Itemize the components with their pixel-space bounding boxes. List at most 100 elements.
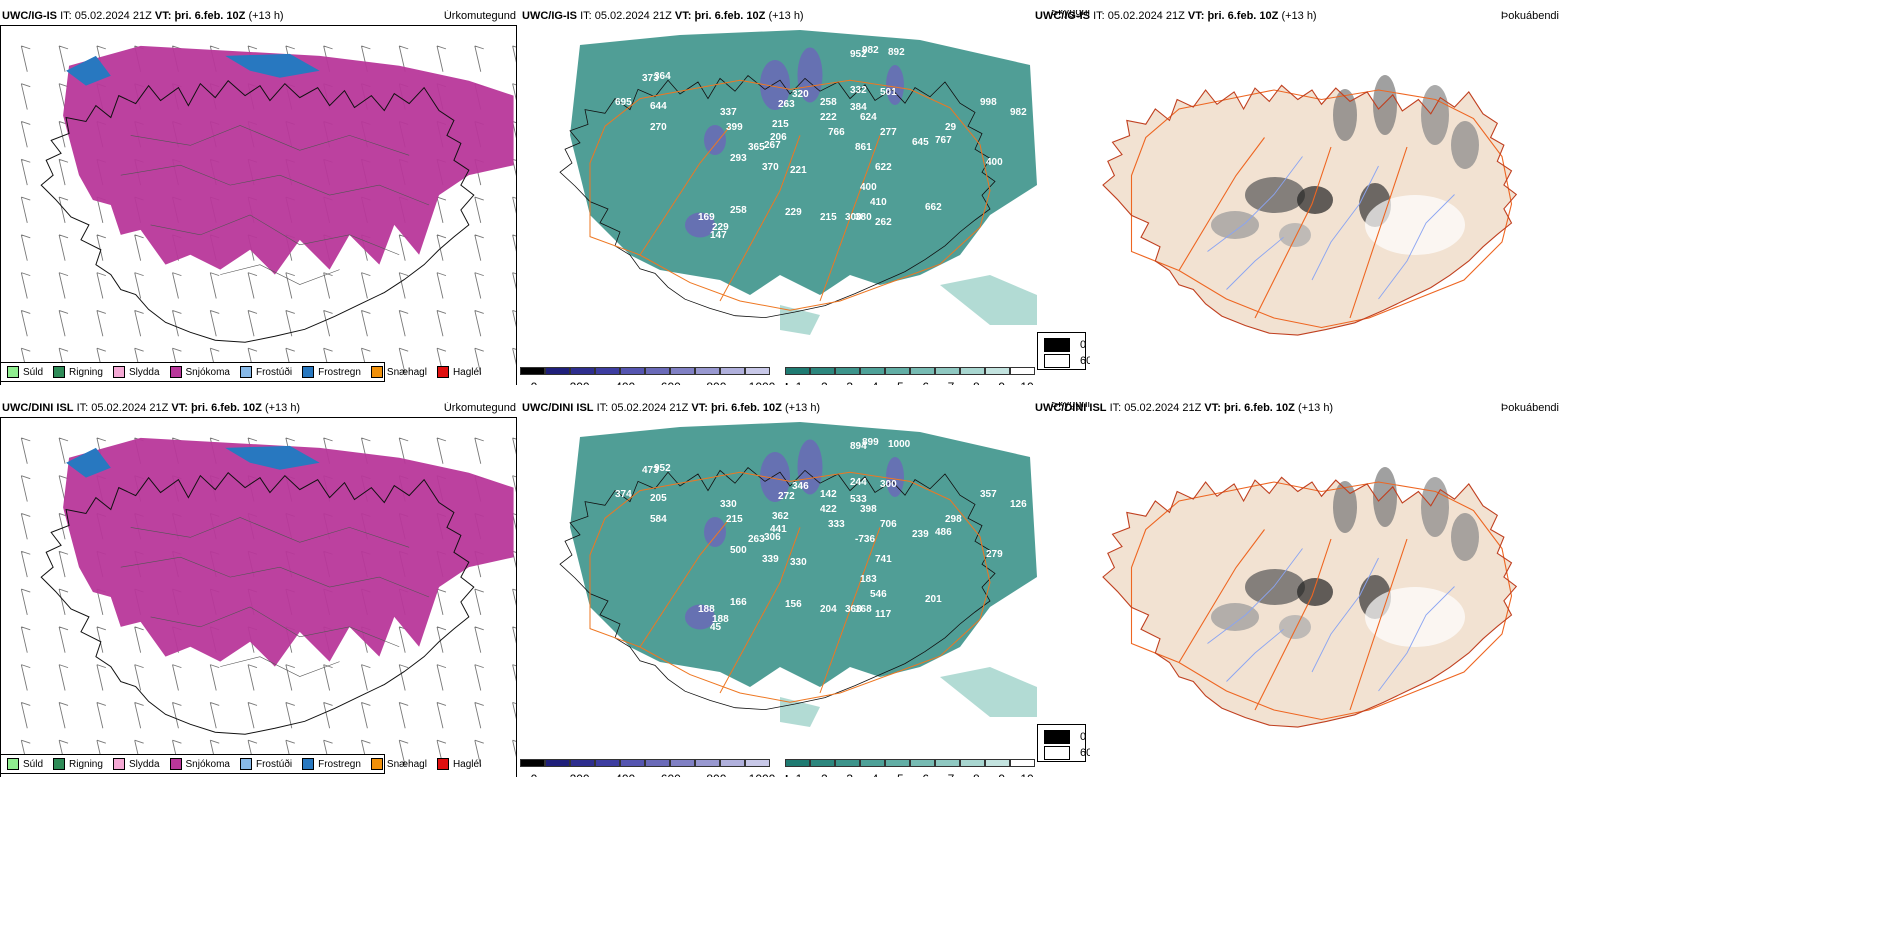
cloud-base-value: 169	[698, 212, 715, 223]
regional-borders	[120, 517, 430, 677]
coastline	[559, 75, 996, 319]
legend-item-súld: Súld	[7, 366, 43, 378]
colorbar-tick: 400	[615, 380, 635, 385]
legend-swatch	[53, 758, 66, 770]
colorbar-tick: 5	[897, 772, 904, 777]
vt-value: þri. 6.feb. 10Z	[174, 10, 246, 22]
panel-title: UWC/DINI ISL IT: 05.02.2024 21Z VT: þri.…	[1035, 402, 1333, 414]
vt-value: þri. 6.feb. 10Z	[710, 402, 782, 414]
cloud-base-value: 306	[764, 532, 781, 543]
legend-label: Rigning	[69, 366, 103, 378]
colorbar-tick: 0	[531, 380, 538, 385]
cloud-base-value: 982	[862, 45, 879, 56]
legend-label: Snjókoma	[185, 758, 230, 770]
cloud-base-value: 147	[710, 230, 727, 241]
legend-item-haglél: Haglél	[436, 366, 481, 378]
fog-indicator-legend: 0 60	[1037, 724, 1090, 762]
lead-time: (+13 h)	[768, 10, 804, 22]
legend-swatch	[7, 758, 19, 770]
cloud-base-value: 222	[820, 112, 837, 123]
fog-value-0: 0	[1080, 731, 1087, 743]
legend-swatch	[169, 758, 182, 770]
model-name: UWC/IG-IS	[1035, 10, 1090, 22]
colorbar-segment	[520, 367, 545, 375]
colorbar-segment	[645, 367, 670, 375]
fog-patch	[1333, 481, 1357, 533]
fog-areas	[1211, 467, 1479, 647]
fog-value-60: 60	[1080, 355, 1090, 367]
cloud-base-value: 270	[650, 122, 667, 133]
colorbar-tick: 200	[570, 380, 590, 385]
model-name: UWC/DINI ISL	[1035, 402, 1107, 414]
lead-time: (+13 h)	[1297, 402, 1334, 414]
cloud-base-patch	[685, 212, 715, 238]
cloud-base-value: 952	[654, 463, 671, 474]
it-label: IT:	[1109, 402, 1122, 414]
colorbar-segment	[620, 367, 645, 375]
road-network	[589, 79, 991, 311]
colorbar-segment	[985, 367, 1010, 375]
snowfall-area	[63, 45, 514, 275]
cloud-base-value: 168	[855, 604, 872, 615]
colorbar-tick: 10	[1020, 772, 1033, 777]
colorbar-segment	[835, 367, 860, 375]
cloud-base-patch	[704, 517, 726, 547]
cloud-base-value: 262	[875, 217, 892, 228]
cloud-base-value: 766	[828, 127, 845, 138]
cloud-base-value: 486	[935, 527, 952, 538]
colorbar-tick: 1000	[749, 772, 776, 777]
fog-indicator-map	[1102, 75, 1518, 336]
colorbar-segment	[745, 759, 770, 767]
vt-label: VT:	[1204, 402, 1221, 414]
colorbar-tick: 1	[796, 772, 803, 777]
freezing-rain-area	[66, 445, 320, 478]
colorbar-tick: 400	[615, 772, 635, 777]
cloud-base-value: 622	[875, 162, 892, 173]
colorbar-tick: 1000	[749, 380, 776, 385]
panel-title: UWC/IG-IS IT: 05.02.2024 21Z VT: þri. 6.…	[522, 10, 804, 22]
coastline	[559, 467, 996, 711]
colorbar-tick: 5	[897, 380, 904, 385]
cloud-base-value: 533	[850, 494, 867, 505]
cloud-base-area	[685, 47, 904, 238]
coastline	[40, 471, 475, 735]
cloud-base-area	[685, 439, 904, 630]
visibility-panel: UWC/IG-IS IT: 05.02.2024 21Z VT: þri. 6.…	[520, 10, 1090, 385]
fog-patch	[1245, 177, 1305, 213]
vt-value: þri. 6.feb. 10Z	[1223, 402, 1295, 414]
rivers	[1207, 548, 1455, 692]
cloud-base-value: 501	[880, 87, 897, 98]
cloud-base-value: 662	[925, 202, 942, 213]
lead-time: (+13 h)	[784, 402, 821, 414]
legend-item-frostúði: Frostúði	[239, 366, 292, 378]
cloud-base-value: 188	[712, 614, 729, 625]
legend-swatch	[7, 366, 19, 378]
legend-swatch	[239, 366, 252, 378]
cloud-base-value: 706	[880, 519, 897, 530]
colorbar-tick: 7	[948, 380, 955, 385]
precip-type-panel: UWC/IG-IS IT: 05.02.2024 21Z VT: þri. 6.…	[0, 10, 520, 385]
cloud-base-value: 584	[650, 514, 667, 525]
it-label: IT:	[580, 10, 592, 22]
colorbar-tick: 6	[922, 772, 929, 777]
fog-patch	[1373, 75, 1397, 135]
model-name: UWC/IG-IS	[522, 10, 577, 22]
lead-time: (+13 h)	[248, 10, 284, 22]
fog-indicator-map	[1102, 467, 1518, 728]
cloud-base-value: 362	[772, 511, 789, 522]
cloud-base-value: 201	[925, 594, 942, 605]
cloud-base-value: 368	[845, 604, 862, 615]
cloud-base-patch	[760, 452, 790, 502]
it-value: 05.02.2024 21Z	[74, 10, 152, 22]
cloud-base-value: 374	[615, 489, 632, 500]
snowfall-area	[63, 437, 514, 667]
colorbar-segment	[720, 367, 745, 375]
legend-item-snjókoma: Snjókoma	[169, 366, 230, 378]
cloud-base-value: 400	[986, 157, 1003, 168]
colorbar-segment	[670, 759, 695, 767]
colorbar-segment	[545, 367, 570, 375]
cloud-base-value: 206	[770, 132, 787, 143]
colorbar-segment	[645, 759, 670, 767]
panel-title: UWC/IG-IS IT: 05.02.2024 21Z VT: þri. 6.…	[2, 10, 284, 22]
colorbar-segment	[835, 759, 860, 767]
